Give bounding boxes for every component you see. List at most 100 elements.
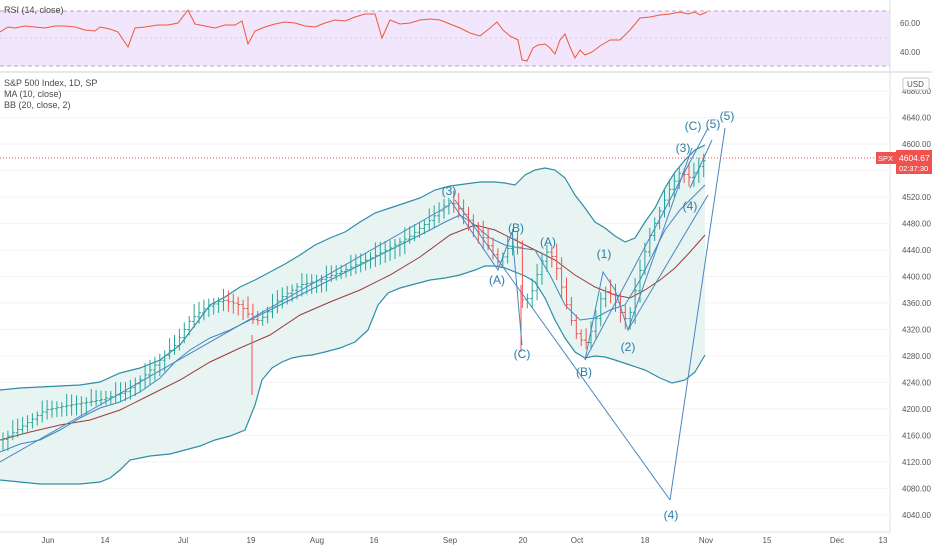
time-tick-label: 15 [763,536,772,545]
moving-average-slow-line [0,224,706,441]
legend-symbol[interactable]: S&P 500 Index, 1D, SP [4,78,97,88]
elliott-wave-line[interactable] [669,127,726,501]
symbol-tag-bg [876,152,896,164]
ohlc-bar [260,310,265,326]
ohlc-bar [275,290,280,314]
time-tick-label: Jul [178,536,188,545]
legend-bb[interactable]: BB (20, close, 2) [4,100,71,110]
ohlc-bar [236,296,241,316]
rsi-panel: RSI (14, close) 60.00 40.00 [0,5,921,67]
elliott-wave-line[interactable] [584,127,709,361]
price-tick-label: 4640.00 [902,114,931,123]
wave-label: (2) [621,340,636,354]
ohlc-bar [211,298,216,315]
ohlc-bar [246,296,250,319]
time-tick-label: 18 [641,536,650,545]
ohlc-bar [250,303,255,325]
wave-label: (C) [514,347,531,361]
bollinger-band-fill [0,145,705,484]
price-tag-countdown: 02:37:30 [899,164,928,173]
elliott-wave-line[interactable] [627,194,709,331]
elliott-wave-line[interactable] [454,199,671,501]
ohlc-bar [231,293,236,314]
ohlc-bar [407,226,412,244]
ohlc-bar [177,328,182,351]
ohlc-bar [432,205,437,228]
currency-button[interactable]: USD [902,77,930,91]
ohlc-bar [25,415,30,432]
ohlc-bar [324,265,329,292]
ohlc-bar [667,179,672,208]
ohlc-bar [559,257,564,300]
ohlc-bar [290,284,295,302]
ohlc-bar [241,299,246,321]
ohlc-bar [206,298,211,317]
time-tick-label: Oct [571,536,584,545]
time-tick-label: Nov [699,536,713,545]
price-tick-label: 4240.00 [902,378,931,387]
ohlc-bar [201,299,206,321]
ohlc-bar [15,418,20,438]
legend-ma[interactable]: MA (10, close) [4,89,62,99]
wave-label: (A) [540,235,556,249]
ohlc-bar [152,356,157,381]
currency-button-label: USD [907,80,924,89]
wave-label: (5) [720,109,735,123]
ohlc-bar [103,390,108,406]
ohlc-bar [167,338,172,360]
ohlc-bar [344,264,348,278]
ohlc-bar [69,394,74,416]
ohlc-bar [564,277,569,310]
ohlc-bar [672,173,677,197]
rsi-line [0,9,708,62]
time-tick-label: Dec [830,536,844,545]
ohlc-bar [540,252,544,285]
ohlc-bar [89,389,94,407]
ohlc-bar [99,390,103,406]
price-tick-label: 4160.00 [902,431,931,440]
ohlc-bar [515,230,520,255]
ohlc-bar [172,335,177,355]
ohlc-bar [138,375,143,393]
ohlc-bar [30,413,35,429]
ohlc-bar [1,432,5,451]
wave-label: (5) [706,117,721,131]
wave-label: (3) [676,141,691,155]
elliott-wave-line[interactable] [584,147,693,361]
ohlc-bar [417,221,422,238]
rsi-tick-40: 40.00 [900,48,921,57]
time-tick-label: 14 [101,536,110,545]
time-tick-label: 13 [879,536,888,545]
ohlc-bar [593,310,598,339]
ohlc-bar [603,286,608,308]
ohlc-bar [569,297,574,326]
elliott-wave-lines[interactable] [0,127,726,501]
rsi-tick-60: 60.00 [900,19,921,28]
ohlc-bar [368,252,373,269]
wave-label: (C) [685,119,702,133]
ohlc-bar [304,273,309,295]
ohlc-bar [358,253,363,273]
elliott-wave-line[interactable] [449,199,523,346]
ohlc-bar [79,396,84,415]
ohlc-bar [226,290,231,312]
ohlc-bar [427,208,432,231]
elliott-wave-line[interactable] [689,139,713,189]
ohlc-bar [579,329,584,347]
ohlc-bar [20,416,25,435]
ohlc-bar [192,304,197,328]
ohlc-bar [50,400,54,418]
time-axis[interactable]: Jun 14 Jul 19 Aug 16 Sep 20 Oct 18 Nov 15 Dec 13 [42,536,888,545]
ohlc-bar [59,402,64,417]
ohlc-bar [187,315,192,336]
ohlc-bar [554,243,559,280]
ohlc-bar [5,430,10,451]
price-tick-label: 4360.00 [902,299,931,308]
ohlc-bar [285,285,290,305]
ohlc-bar [378,241,383,265]
ohlc-bar [373,242,378,267]
ohlc-bar [412,224,417,242]
elliott-wave-line[interactable] [0,204,451,463]
elliott-wave-labels: (3) (A) (B) (C) (A) (B) (1) (2) (3) (4) (5) (C) (5) (… [442,109,735,522]
